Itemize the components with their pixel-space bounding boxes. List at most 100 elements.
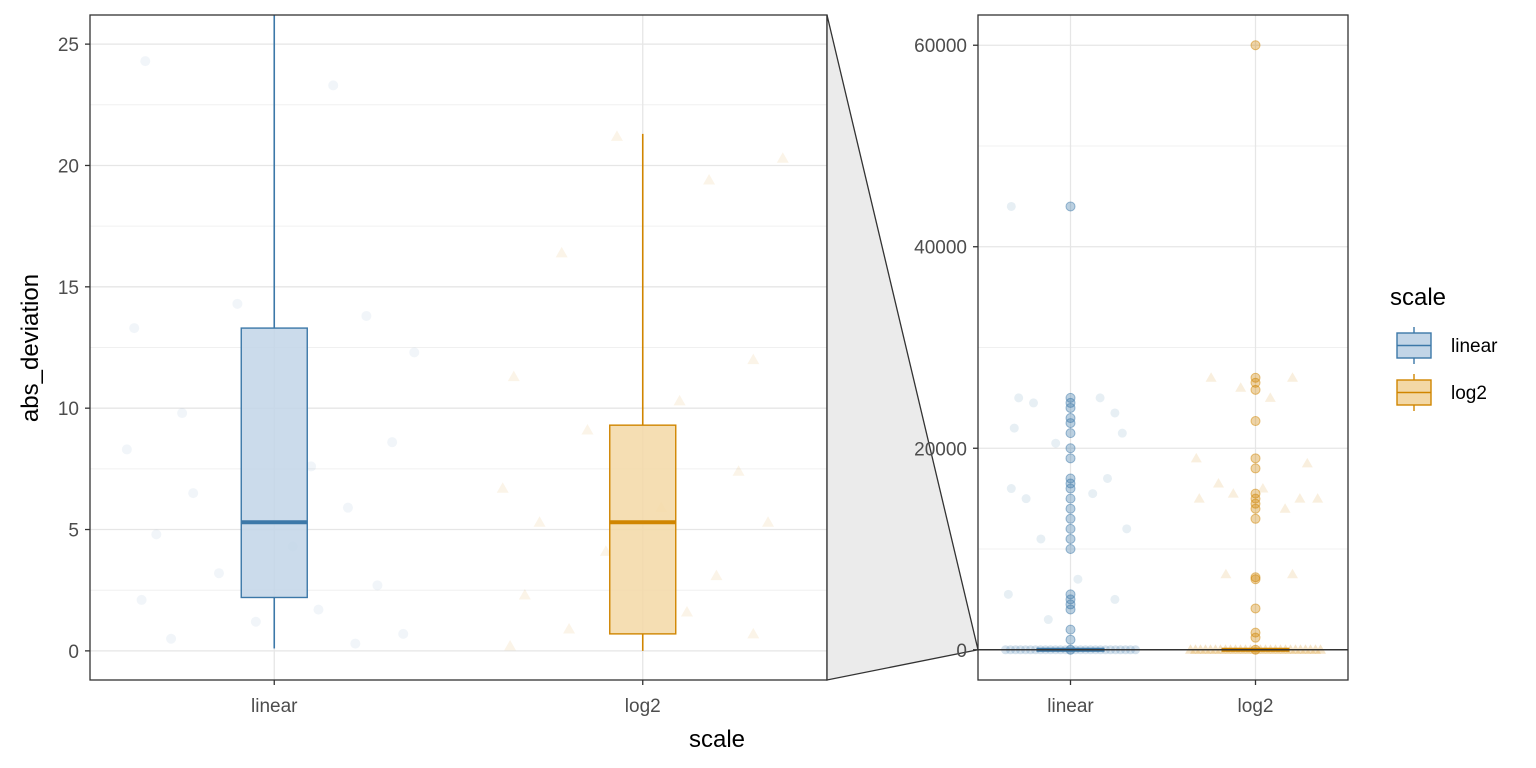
bg-point-linear [1036,534,1046,544]
data-point-log2 [518,589,531,600]
data-point-linear [350,638,361,649]
bg-point-linear [1021,494,1031,504]
outlier-point-linear [1065,443,1076,454]
x-axis-title: scale [689,726,745,753]
bg-point-linear [1110,594,1120,604]
data-point-linear [387,437,398,448]
outlier-point-log2 [1250,627,1261,638]
outlier-point-log2 [1250,574,1261,585]
bg-point-linear [1029,398,1038,408]
legend-title: scale [1390,284,1446,311]
outlier-point-log2 [1250,513,1261,524]
outlier-point-linear [1065,397,1076,408]
y-tick-label: 20000 [914,439,967,460]
outlier-point-linear [1065,599,1076,610]
data-point-log2 [762,516,775,527]
data-point-log2 [504,640,517,651]
bg-point-linear [1043,615,1053,625]
bg-point-log2 [1190,452,1202,463]
bg-point-log2 [1312,493,1324,503]
data-point-linear [306,461,317,472]
data-point-linear [409,347,420,358]
y-tick-label: 0 [68,642,79,663]
bg-point-linear [1051,438,1061,448]
outlier-point-log2 [1250,603,1261,614]
data-point-linear [313,604,324,615]
data-point-linear [129,323,140,334]
outlier-point-log2 [1250,377,1261,388]
outlier-point-linear [1065,634,1076,645]
y-tick-label: 0 [956,641,967,662]
bg-point-linear [1009,423,1019,433]
outlier-point-log2 [1250,463,1261,474]
bg-point-linear [1110,408,1120,418]
data-point-linear [398,628,409,639]
bg-point-log2 [1264,392,1276,402]
outlier-point-log2 [1250,40,1261,51]
outlier-point-log2 [1250,384,1261,395]
zoom-panel: 0 20000 40000 60000 linear log2 [914,14,1349,717]
data-point-log2 [673,394,686,406]
outlier-point-linear [1065,594,1076,605]
y-tick-label: 20 [58,156,79,177]
outlier-point-linear [1065,392,1076,403]
bg-point-log2 [1227,488,1239,498]
outlier-point-linear [1065,624,1076,635]
data-point-linear [213,568,224,579]
main-panel: 0 5 10 15 20 25 linear log2 [58,14,828,717]
legend-label: log2 [1451,383,1487,404]
data-point-log2 [747,627,760,639]
outlier-point-log2 [1250,498,1261,509]
outlier-point-linear [1065,418,1076,429]
legend-item-log2: log2 [1396,374,1487,411]
outlier-point-linear [1065,428,1076,439]
bg-point-linear [1006,484,1016,494]
data-point-log2 [703,174,716,185]
data-point-linear [136,594,147,605]
bg-point-linear [1088,489,1098,499]
bg-point-log2 [1205,372,1217,382]
outlier-point-log2 [1250,488,1261,499]
bg-point-log2 [1287,568,1298,579]
data-point-log2 [533,516,546,527]
bg-point-log2 [1220,568,1232,579]
bg-point-log2 [1301,457,1313,468]
data-point-linear [166,633,177,644]
outlier-point-linear [1065,533,1076,544]
legend-item-linear: linear [1396,327,1498,364]
y-tick-label: 25 [58,35,79,56]
data-point-log2 [581,424,594,435]
data-point-log2 [776,152,789,163]
data-point-log2 [563,623,576,634]
outlier-point-linear [1065,483,1076,494]
y-tick-label: 5 [68,521,79,542]
outlier-point-linear [1065,493,1076,504]
bg-point-log2 [1193,493,1205,503]
bg-point-log2 [1279,503,1291,513]
outlier-point-linear [1065,544,1076,555]
zoom-connector-shape [826,14,979,681]
y-axis-title: abs_deviation [17,274,44,422]
x-tick-label: log2 [1238,696,1274,717]
outlier-point-linear [1065,413,1076,424]
bg-point-log2 [1235,382,1247,392]
data-point-log2 [555,246,568,258]
bg-point-log2 [1287,372,1298,382]
y-tick-label: 15 [58,278,79,299]
y-tick-label: 60000 [914,36,967,57]
outlier-point-log2 [1250,503,1261,514]
x-tick-label: log2 [625,696,661,717]
outlier-point-linear [1065,604,1076,615]
bg-point-linear [1014,393,1024,403]
data-point-linear [342,502,353,513]
bg-point-log2 [1294,493,1306,503]
outlier-point-log2 [1250,372,1261,383]
outlier-point-log2 [1250,632,1261,643]
outlier-point-linear [1065,402,1076,413]
bg-point-linear [1003,589,1013,599]
data-point-linear [361,310,372,321]
data-point-log2 [599,545,612,556]
outlier-point-linear [1065,589,1076,600]
data-point-linear [151,529,162,540]
